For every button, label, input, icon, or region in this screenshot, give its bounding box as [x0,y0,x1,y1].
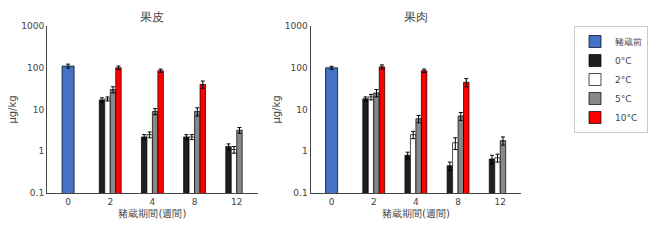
svg-text:4: 4 [150,197,156,207]
svg-text:豬蔵期間(週間): 豬蔵期間(週間) [382,208,450,219]
svg-text:果肉: 果肉 [404,10,428,24]
svg-text:8: 8 [455,197,461,207]
svg-text:0: 0 [65,197,71,207]
svg-text:5°C: 5°C [615,94,632,104]
svg-text:0.1: 0.1 [30,188,44,198]
svg-text:果皮: 果皮 [140,10,164,24]
svg-text:2: 2 [107,197,113,207]
svg-text:100: 100 [291,63,308,73]
svg-text:0: 0 [329,197,335,207]
svg-text:12: 12 [231,197,242,207]
svg-text:100: 100 [27,63,44,73]
svg-text:8: 8 [192,197,198,207]
svg-text:12: 12 [494,197,505,207]
svg-text:μg/kg: μg/kg [7,95,18,123]
svg-text:10: 10 [296,105,308,115]
svg-text:1: 1 [302,146,308,156]
svg-text:1000: 1000 [21,21,44,31]
svg-text:2°C: 2°C [615,75,632,85]
svg-text:10°C: 10°C [615,113,637,123]
svg-text:0°C: 0°C [615,56,632,66]
svg-text:豬蔵期間(週間): 豬蔵期間(週間) [118,208,186,219]
svg-text:4: 4 [413,197,419,207]
svg-text:1: 1 [38,146,44,156]
svg-text:0.1: 0.1 [293,188,307,198]
svg-text:10: 10 [33,105,45,115]
svg-text:1000: 1000 [285,21,308,31]
svg-text:2: 2 [371,197,377,207]
svg-text:μg/kg: μg/kg [271,95,282,123]
svg-text:豬蔵前: 豬蔵前 [615,37,642,47]
